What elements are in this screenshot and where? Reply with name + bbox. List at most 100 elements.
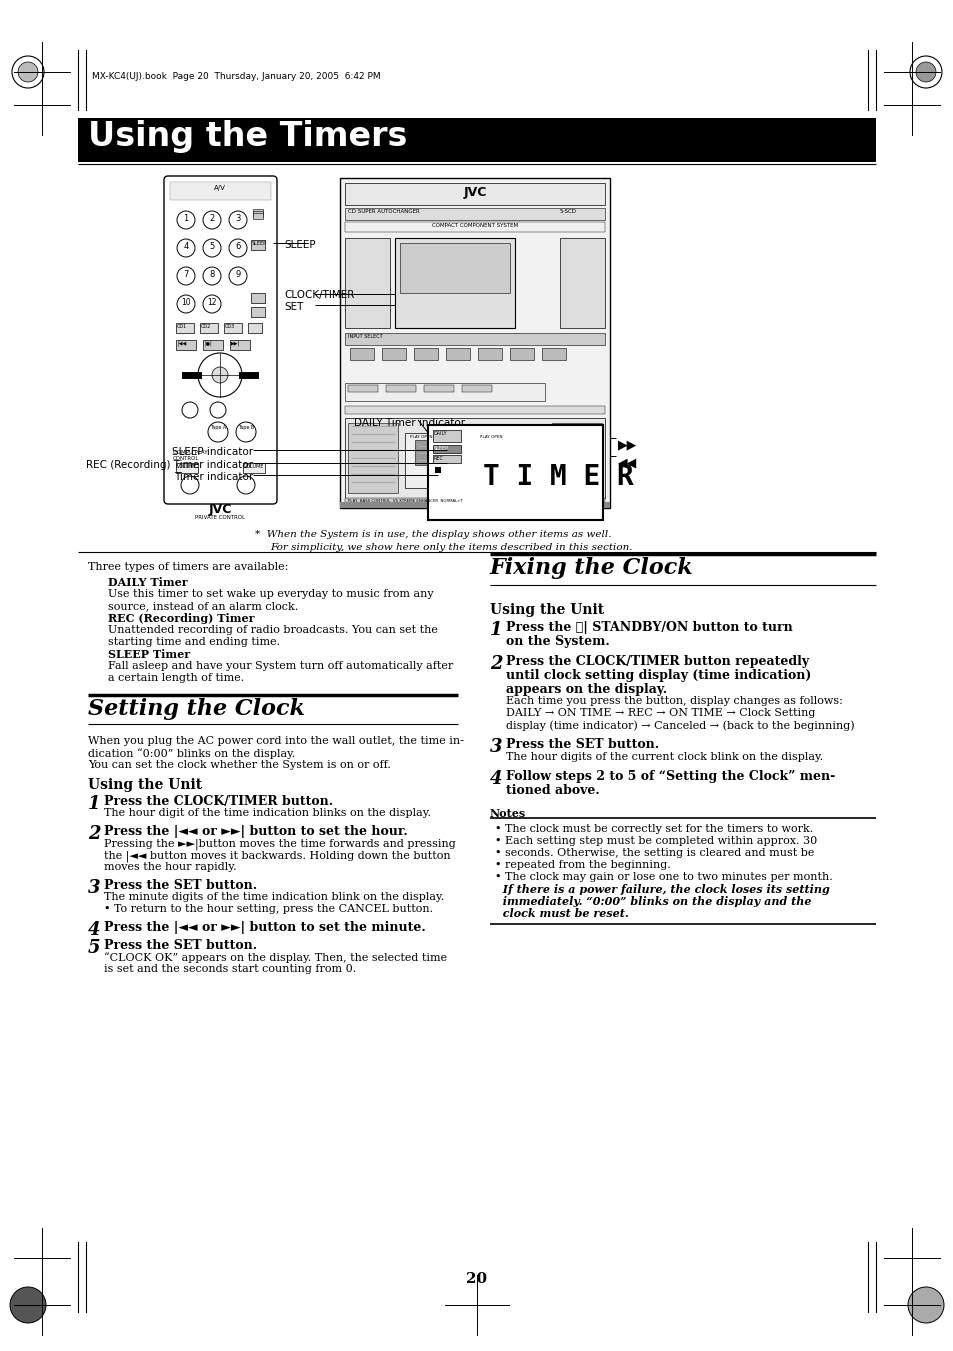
Bar: [428, 426, 602, 520]
Text: |●|: |●|: [204, 340, 212, 346]
Text: Press the CLOCK/TIMER button.: Press the CLOCK/TIMER button.: [104, 794, 333, 808]
Text: 5-SCD: 5-SCD: [559, 209, 577, 213]
FancyBboxPatch shape: [164, 176, 276, 504]
Bar: [345, 222, 604, 232]
Text: the |◄◄ button moves it backwards. Holding down the button: the |◄◄ button moves it backwards. Holdi…: [104, 850, 450, 862]
Text: clock must be reset.: clock must be reset.: [495, 908, 628, 919]
Circle shape: [10, 1288, 46, 1323]
Text: COMPACT COMPONENT SYSTEM: COMPACT COMPONENT SYSTEM: [432, 223, 517, 228]
Bar: [251, 240, 265, 250]
Bar: [510, 349, 534, 359]
Text: 2: 2: [88, 825, 100, 843]
Text: starting time and ending time.: starting time and ending time.: [108, 638, 280, 647]
Bar: [423, 385, 454, 392]
Circle shape: [907, 1288, 943, 1323]
Text: ◀◀: ◀◀: [618, 457, 637, 469]
Bar: [170, 182, 271, 200]
Bar: [381, 349, 406, 359]
Text: 3: 3: [490, 738, 502, 757]
Text: 6: 6: [235, 242, 240, 251]
Text: appears on the display.: appears on the display.: [505, 684, 666, 696]
Bar: [405, 434, 519, 488]
Text: VOLUME: VOLUME: [177, 463, 197, 469]
Bar: [446, 349, 470, 359]
Text: Fall asleep and have your System turn off automatically after: Fall asleep and have your System turn of…: [108, 661, 453, 671]
Circle shape: [18, 62, 38, 82]
Bar: [78, 118, 875, 162]
Bar: [243, 463, 265, 473]
Text: immediately. “0:00” blinks on the display and the: immediately. “0:00” blinks on the displa…: [495, 896, 811, 907]
Text: MX-KC4(UJ).book  Page 20  Thursday, January 20, 2005  6:42 PM: MX-KC4(UJ).book Page 20 Thursday, Januar…: [91, 72, 380, 81]
Text: Press the |◄◄ or ►►| button to set the hour.: Press the |◄◄ or ►►| button to set the h…: [104, 825, 407, 838]
Bar: [345, 238, 390, 328]
Bar: [253, 209, 263, 215]
Text: The minute digits of the time indication blink on the display.: The minute digits of the time indication…: [104, 892, 444, 902]
Bar: [230, 340, 250, 350]
Bar: [203, 340, 223, 350]
Bar: [433, 430, 460, 442]
Text: DAILY Timer indicator: DAILY Timer indicator: [354, 417, 465, 428]
Text: display (time indicator) → Canceled → (back to the beginning): display (time indicator) → Canceled → (b…: [505, 720, 854, 731]
Text: Fixing the Clock: Fixing the Clock: [490, 557, 693, 580]
Text: “CLOCK OK” appears on the display. Then, the selected time: “CLOCK OK” appears on the display. Then,…: [104, 952, 447, 963]
Circle shape: [915, 62, 935, 82]
Text: For simplicity, we show here only the items described in this section.: For simplicity, we show here only the it…: [270, 543, 632, 553]
Text: 1: 1: [490, 621, 502, 639]
Circle shape: [212, 367, 228, 382]
Text: 4: 4: [183, 242, 189, 251]
Text: ▶▶: ▶▶: [618, 438, 637, 451]
Text: A/V: A/V: [213, 185, 226, 190]
Text: 5: 5: [209, 242, 214, 251]
Text: Press the CLOCK/TIMER button repeatedly: Press the CLOCK/TIMER button repeatedly: [505, 655, 808, 667]
Text: Using the Unit: Using the Unit: [490, 603, 603, 617]
Text: Press the ⏻| STANDBY/ON button to turn: Press the ⏻| STANDBY/ON button to turn: [505, 621, 792, 634]
Bar: [251, 307, 265, 317]
Text: JVC: JVC: [463, 186, 486, 199]
Bar: [433, 444, 460, 453]
Text: PLAY  BASS CONTROL  VS XTREME ENHANCER  NORMAL+T: PLAY BASS CONTROL VS XTREME ENHANCER NOR…: [348, 499, 462, 503]
Bar: [415, 440, 464, 465]
Text: CONTROL: CONTROL: [172, 457, 199, 461]
Bar: [348, 385, 377, 392]
Text: CD1: CD1: [177, 324, 187, 330]
Text: Press the SET button.: Press the SET button.: [104, 939, 257, 952]
Text: Three types of timers are available:: Three types of timers are available:: [88, 562, 288, 571]
Text: Notes: Notes: [490, 808, 526, 819]
Bar: [345, 182, 604, 205]
Text: SLEEP: SLEEP: [252, 240, 267, 246]
Text: Press the SET button.: Press the SET button.: [104, 880, 257, 892]
Text: CD2: CD2: [201, 324, 211, 330]
Bar: [399, 243, 510, 293]
Text: dication “0:00” blinks on the display.: dication “0:00” blinks on the display.: [88, 748, 295, 759]
Text: CLOCK/TIMER: CLOCK/TIMER: [284, 290, 354, 300]
Text: 3: 3: [235, 213, 240, 223]
Bar: [175, 463, 198, 473]
Text: 4: 4: [490, 770, 502, 788]
Text: until clock setting display (time indication): until clock setting display (time indica…: [505, 669, 810, 682]
Text: You can set the clock whether the System is on or off.: You can set the clock whether the System…: [88, 761, 391, 770]
Text: REC (Recording) Timer: REC (Recording) Timer: [108, 613, 254, 624]
Bar: [386, 385, 416, 392]
Text: *  When the System is in use, the display shows other items as well.: * When the System is in use, the display…: [254, 530, 611, 539]
Text: COMPU PLAY: COMPU PLAY: [172, 450, 208, 455]
Bar: [395, 238, 515, 328]
Text: Tape B: Tape B: [237, 426, 253, 430]
Text: SLEEP: SLEEP: [284, 240, 315, 250]
Bar: [253, 213, 263, 219]
Text: tioned above.: tioned above.: [505, 784, 599, 797]
Text: 2: 2: [490, 655, 502, 673]
Bar: [461, 385, 492, 392]
Bar: [253, 211, 263, 218]
Text: • Each setting step must be completed within approx. 30: • Each setting step must be completed wi…: [495, 836, 817, 846]
Text: 7: 7: [183, 270, 189, 280]
Text: 5: 5: [88, 939, 100, 957]
Bar: [435, 467, 440, 473]
Text: DAILY → ON TIME → REC → ON TIME → Clock Setting: DAILY → ON TIME → REC → ON TIME → Clock …: [505, 708, 815, 717]
Text: 10: 10: [181, 299, 191, 307]
Text: 2: 2: [209, 213, 214, 223]
Bar: [350, 349, 374, 359]
Bar: [477, 349, 501, 359]
Text: |◀◀: |◀◀: [177, 340, 186, 346]
Text: INPUT SELECT: INPUT SELECT: [348, 334, 382, 339]
Text: Use this timer to set wake up everyday to music from any: Use this timer to set wake up everyday t…: [108, 589, 434, 598]
